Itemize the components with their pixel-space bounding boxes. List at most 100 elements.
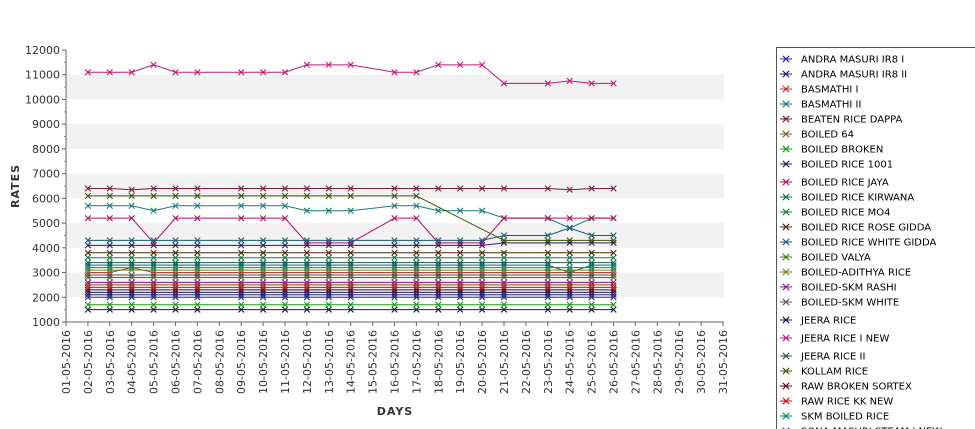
- legend-entry: KOLLAM RICE: [780, 367, 868, 378]
- data-point: [588, 237, 595, 244]
- legend-label: BOILED-ADITHYA RICE: [801, 268, 911, 279]
- x-tick-label: 01-05-2016: [60, 330, 73, 394]
- data-point: [347, 284, 354, 291]
- data-point: [128, 192, 135, 200]
- x-tick-label: 12-05-2016: [301, 330, 314, 394]
- data-point: [259, 274, 267, 281]
- x-tick-label: 14-05-2016: [345, 330, 358, 394]
- series-20: [84, 192, 617, 244]
- data-point: [544, 232, 551, 239]
- data-point: [172, 281, 179, 289]
- legend-marker: [782, 382, 790, 390]
- data-point: [303, 289, 311, 296]
- data-point: [500, 237, 508, 244]
- data-point: [500, 214, 508, 222]
- data-point: [303, 266, 311, 274]
- data-point: [478, 291, 486, 298]
- data-point: [457, 261, 464, 269]
- legend-label: JEERA RICE I NEW: [800, 334, 889, 345]
- data-point: [172, 274, 179, 281]
- data-point: [106, 242, 113, 249]
- x-tick-label: 10-05-2016: [257, 330, 270, 394]
- data-point: [500, 294, 508, 301]
- data-point: [194, 264, 201, 271]
- data-point: [106, 279, 113, 286]
- data-point: [150, 281, 157, 289]
- data-point: [303, 249, 311, 256]
- series-0: [84, 294, 617, 301]
- data-point: [106, 269, 113, 276]
- data-point: [566, 214, 573, 222]
- data-point: [391, 286, 398, 294]
- data-point: [259, 301, 267, 308]
- data-point: [500, 289, 508, 296]
- data-point: [194, 237, 201, 244]
- data-point: [259, 286, 267, 294]
- data-point: [347, 239, 354, 247]
- y-tick-label: 6000: [32, 192, 60, 205]
- data-point: [588, 254, 595, 261]
- data-point: [347, 269, 354, 276]
- data-point: [347, 286, 354, 294]
- data-point: [588, 281, 595, 289]
- series-10: [84, 254, 617, 261]
- data-point: [194, 185, 201, 192]
- legend-entry: BOILED VALYA: [780, 253, 871, 264]
- data-point: [325, 279, 332, 286]
- data-point: [84, 202, 92, 209]
- data-point: [544, 261, 551, 269]
- data-point: [500, 279, 508, 286]
- series-line: [87, 217, 614, 244]
- data-point: [610, 259, 617, 266]
- legend-box: [776, 47, 975, 429]
- legend-marker: [782, 193, 790, 201]
- data-point: [106, 259, 113, 266]
- data-point: [128, 284, 135, 291]
- series-24: [84, 291, 617, 298]
- grid-band: [66, 124, 724, 149]
- series-21: [84, 286, 617, 294]
- legend-marker: [782, 352, 790, 360]
- data-point: [478, 264, 486, 271]
- data-point: [413, 214, 420, 222]
- data-point: [566, 254, 573, 261]
- data-point: [194, 69, 201, 76]
- data-point: [84, 237, 92, 244]
- legend-label: BOILED RICE KIRWANA: [801, 193, 914, 204]
- data-point: [303, 281, 311, 289]
- legend-label: BOILED-SKM RASHI: [801, 283, 897, 294]
- data-point: [303, 259, 311, 266]
- series-18: [84, 61, 617, 87]
- data-point: [413, 279, 420, 286]
- data-point: [588, 239, 595, 247]
- data-point: [303, 207, 311, 214]
- data-point: [325, 306, 332, 313]
- data-point: [238, 214, 245, 222]
- x-tick-label: 15-05-2016: [367, 330, 380, 394]
- y-tick-label: 12000: [25, 44, 60, 57]
- data-point: [172, 301, 179, 308]
- data-point: [478, 259, 486, 266]
- data-point: [238, 281, 245, 289]
- data-point: [150, 279, 157, 286]
- legend-entry: BOILED-SKM WHITE: [780, 298, 899, 309]
- data-point: [457, 301, 464, 308]
- data-point: [106, 185, 113, 192]
- data-point: [391, 259, 398, 266]
- data-point: [391, 274, 398, 281]
- data-point: [259, 289, 267, 296]
- data-point: [610, 306, 617, 313]
- data-point: [172, 242, 179, 249]
- data-point: [194, 266, 201, 274]
- data-point: [281, 291, 289, 298]
- data-point: [303, 269, 311, 276]
- data-point: [457, 291, 464, 298]
- data-point: [435, 237, 442, 244]
- data-point: [347, 279, 354, 286]
- data-point: [194, 214, 201, 222]
- data-point: [303, 271, 311, 279]
- data-point: [150, 284, 157, 291]
- data-point: [391, 254, 398, 261]
- data-point: [391, 202, 398, 209]
- data-point: [391, 261, 398, 269]
